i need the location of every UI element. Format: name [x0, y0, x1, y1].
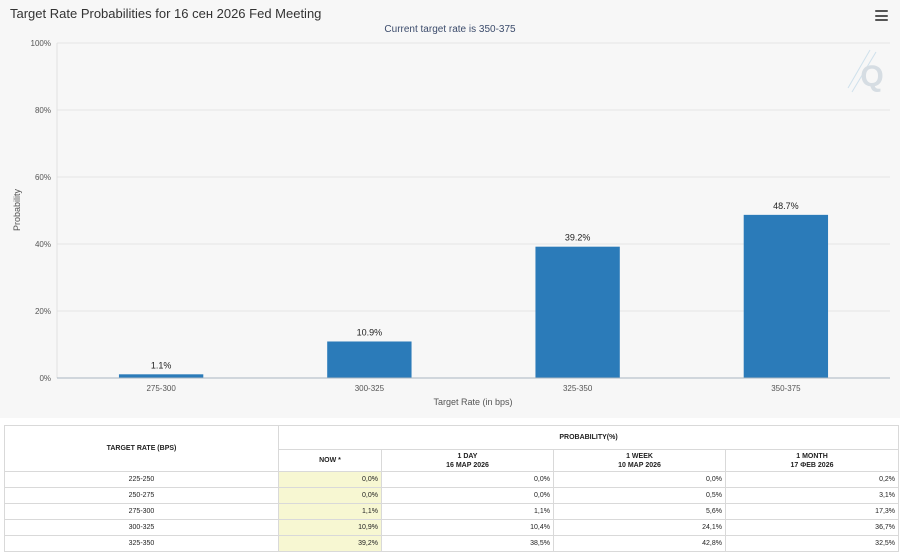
bar-275-300[interactable]	[118, 374, 204, 378]
bar-350-375[interactable]	[743, 214, 829, 378]
header-probability: PROBABILITY(%)	[277, 425, 900, 450]
cell-month: 17,3%	[724, 503, 900, 520]
cell-week: 42,8%	[553, 535, 726, 552]
cell-month: 36,7%	[724, 519, 900, 536]
cell-rate: 300-325	[4, 519, 279, 536]
cell-now: 0,0%	[278, 487, 382, 504]
bar-300-325[interactable]	[327, 341, 412, 378]
cell-now: 0,0%	[278, 471, 382, 488]
data-label: 39.2%	[565, 233, 591, 243]
data-label: 10.9%	[357, 327, 383, 337]
column-header-label: NOW *	[319, 457, 341, 464]
cell-day: 38,5%	[381, 535, 554, 552]
column-header[interactable]: 1 WEEK 10 МАР 2026	[553, 449, 726, 472]
cell-now: 1,1%	[278, 503, 382, 520]
column-header[interactable]: 1 DAY 16 МАР 2026	[381, 449, 554, 472]
x-tick-label: 325-350	[563, 384, 593, 393]
cell-week: 0,0%	[553, 471, 726, 488]
cell-rate: 250-275	[4, 487, 279, 504]
table-row: 250-275 0,0% 0,0% 0,5% 3,1%	[4, 487, 900, 504]
y-axis-title: Probability	[12, 188, 22, 231]
cell-rate: 225-250	[4, 471, 279, 488]
cell-month: 0,2%	[724, 471, 900, 488]
cell-day: 0,0%	[381, 471, 554, 488]
chart-subtitle: Current target rate is 350-375	[384, 24, 516, 35]
table-row: 325-350 39,2% 38,5% 42,8% 32,5%	[4, 535, 900, 552]
column-header-date: 10 МАР 2026	[618, 461, 661, 469]
chart-title: Target Rate Probabilities for 16 сен 202…	[10, 6, 322, 21]
table-row: 275-300 1,1% 1,1% 5,6% 17,3%	[4, 503, 900, 520]
x-axis-title: Target Rate (in bps)	[433, 397, 512, 407]
cell-rate: 325-350	[4, 535, 279, 552]
cell-now: 39,2%	[278, 535, 382, 552]
data-label: 1.1%	[151, 360, 172, 370]
cell-month: 32,5%	[724, 535, 900, 552]
y-tick-label: 40%	[35, 240, 51, 249]
x-tick-label: 300-325	[355, 384, 385, 393]
y-tick-label: 60%	[35, 173, 51, 182]
column-header-label: 1 WEEK	[626, 452, 653, 460]
cell-month: 3,1%	[724, 487, 900, 504]
y-tick-label: 20%	[35, 307, 51, 316]
chart-panel: Target Rate Probabilities for 16 сен 202…	[10, 6, 890, 407]
y-tick-label: 0%	[39, 374, 51, 383]
cell-week: 5,6%	[553, 503, 726, 520]
cell-week: 24,1%	[553, 519, 726, 536]
table-row: 300-325 10,9% 10,4% 24,1% 36,7%	[4, 519, 900, 536]
column-header-label: 1 MONTH	[796, 452, 828, 460]
cell-day: 1,1%	[381, 503, 554, 520]
cell-now: 10,9%	[278, 519, 382, 536]
table-row: 225-250 0,0% 0,0% 0,0% 0,2%	[4, 471, 900, 488]
column-header[interactable]: NOW *	[278, 449, 382, 472]
cell-day: 10,4%	[381, 519, 554, 536]
column-header-date: 16 МАР 2026	[446, 461, 489, 469]
bar-chart: 0% 20% 40% 60% 80% 100% 275-300 300-325 325-350…	[12, 39, 890, 407]
cell-rate: 275-300	[4, 503, 279, 520]
bar-325-350[interactable]	[535, 246, 620, 378]
y-tick-label: 80%	[35, 106, 51, 115]
probability-table: TARGET RATE (BPS) PROBABILITY(%) NOW * 1 …	[4, 425, 900, 552]
column-header-label: 1 DAY	[457, 452, 478, 460]
header-target-rate: TARGET RATE (BPS)	[4, 425, 279, 472]
x-tick-label: 350-375	[771, 384, 801, 393]
column-header-date: 17 ФЕВ 2026	[790, 461, 834, 469]
x-tick-label: 275-300	[146, 384, 176, 393]
watermark-letter: Q	[860, 60, 883, 93]
column-header[interactable]: 1 MONTH 17 ФЕВ 2026	[724, 449, 900, 472]
y-tick-label: 100%	[31, 39, 51, 48]
watermark-q-logo: Q	[847, 49, 884, 93]
cell-week: 0,5%	[553, 487, 726, 504]
hamburger-menu-icon[interactable]	[875, 10, 888, 21]
cell-day: 0,0%	[381, 487, 554, 504]
data-label: 48.7%	[773, 201, 799, 211]
